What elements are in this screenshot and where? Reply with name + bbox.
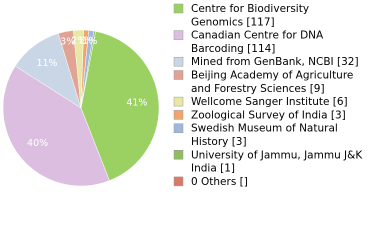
slice-label: 40% xyxy=(27,138,48,149)
legend-label: History [3] xyxy=(191,136,247,148)
legend-label: Centre for Biodiversity xyxy=(191,3,309,15)
legend-label: 0 Others [] xyxy=(191,176,248,188)
legend-label: Barcoding [114] xyxy=(191,43,275,55)
legend-swatch xyxy=(173,30,184,40)
legend-label: Zoological Survey of India [3] xyxy=(191,109,346,121)
slice-label: 1% xyxy=(78,36,93,47)
legend-label: Genomics [117] xyxy=(191,16,275,28)
legend-label: Swedish Museum of Natural xyxy=(191,123,338,135)
slice-label: 2% xyxy=(71,35,86,46)
legend-swatch xyxy=(173,176,184,187)
slice-label: 11% xyxy=(36,58,57,69)
legend-swatch xyxy=(173,70,184,80)
legend-label: Canadian Centre for DNA xyxy=(191,30,324,42)
legend-label: Beijing Academy of Agriculture xyxy=(191,70,353,82)
pie-slice xyxy=(80,31,160,181)
legend-swatch xyxy=(173,96,184,107)
pie-slice xyxy=(2,65,110,187)
legend-swatch xyxy=(173,123,184,133)
legend-swatch xyxy=(173,110,184,120)
legend-swatch xyxy=(173,3,184,14)
legend-swatch xyxy=(173,56,184,67)
legend-label: University of Jammu, Jammu J&K xyxy=(191,149,363,161)
slice-label: 1% xyxy=(82,36,97,47)
pie-slice xyxy=(80,30,96,109)
legend-label: India [1] xyxy=(191,163,235,175)
legend-label: and Forestry Sciences [9] xyxy=(191,83,325,95)
slice-label: 3% xyxy=(60,37,75,48)
slice-label: 41% xyxy=(126,97,147,108)
legend-label: Wellcome Sanger Institute [6] xyxy=(191,96,348,108)
legend-label: Mined from GenBank, NCBI [32] xyxy=(191,56,359,68)
legend-swatch xyxy=(173,150,184,160)
